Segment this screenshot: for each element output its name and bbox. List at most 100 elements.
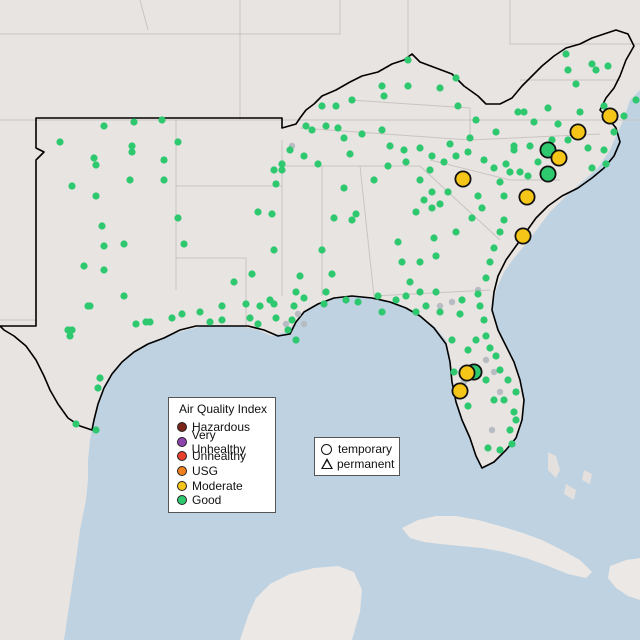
good-monitor-dot[interactable] (92, 192, 100, 200)
good-monitor-dot[interactable] (446, 140, 454, 148)
good-monitor-dot[interactable] (486, 258, 494, 266)
good-monitor-dot[interactable] (354, 298, 362, 306)
good-monitor-dot[interactable] (482, 274, 490, 282)
good-monitor-dot[interactable] (500, 192, 508, 200)
good-monitor-dot[interactable] (484, 444, 492, 452)
good-monitor-dot[interactable] (420, 196, 428, 204)
good-monitor-dot[interactable] (416, 176, 424, 184)
good-monitor-dot[interactable] (602, 160, 610, 168)
good-monitor-dot[interactable] (174, 214, 182, 222)
moderate-temporary-monitor[interactable] (454, 170, 472, 188)
good-monitor-dot[interactable] (292, 288, 300, 296)
good-monitor-dot[interactable] (348, 216, 356, 224)
good-monitor-dot[interactable] (500, 396, 508, 404)
good-monitor-dot[interactable] (436, 84, 444, 92)
good-monitor-dot[interactable] (318, 102, 326, 110)
good-monitor-dot[interactable] (130, 118, 138, 126)
good-monitor-dot[interactable] (242, 300, 250, 308)
good-monitor-dot[interactable] (296, 272, 304, 280)
good-monitor-dot[interactable] (474, 290, 482, 298)
good-monitor-dot[interactable] (300, 294, 308, 302)
good-monitor-dot[interactable] (506, 426, 514, 434)
good-monitor-dot[interactable] (432, 252, 440, 260)
permanent-monitor-dot[interactable] (436, 302, 444, 310)
good-monitor-dot[interactable] (480, 316, 488, 324)
good-monitor-dot[interactable] (272, 180, 280, 188)
good-monitor-dot[interactable] (456, 310, 464, 318)
good-monitor-dot[interactable] (392, 296, 400, 304)
good-monitor-dot[interactable] (490, 244, 498, 252)
good-monitor-dot[interactable] (84, 302, 92, 310)
good-monitor-dot[interactable] (610, 128, 618, 136)
good-monitor-dot[interactable] (256, 302, 264, 310)
good-monitor-dot[interactable] (510, 142, 518, 150)
good-monitor-dot[interactable] (452, 74, 460, 82)
good-monitor-dot[interactable] (454, 102, 462, 110)
moderate-temporary-monitor[interactable] (569, 123, 587, 141)
good-monitor-dot[interactable] (588, 60, 596, 68)
good-monitor-dot[interactable] (464, 402, 472, 410)
good-monitor-dot[interactable] (572, 80, 580, 88)
good-monitor-dot[interactable] (404, 82, 412, 90)
good-monitor-dot[interactable] (160, 176, 168, 184)
good-monitor-dot[interactable] (358, 130, 366, 138)
good-monitor-dot[interactable] (468, 214, 476, 222)
good-monitor-dot[interactable] (564, 66, 572, 74)
good-monitor-dot[interactable] (504, 376, 512, 384)
good-monitor-dot[interactable] (544, 104, 552, 112)
good-monitor-dot[interactable] (520, 108, 528, 116)
good-monitor-dot[interactable] (126, 176, 134, 184)
good-monitor-dot[interactable] (90, 154, 98, 162)
good-monitor-dot[interactable] (72, 420, 80, 428)
moderate-temporary-monitor[interactable] (514, 227, 532, 245)
good-monitor-dot[interactable] (400, 146, 408, 154)
good-monitor-dot[interactable] (100, 266, 108, 274)
good-monitor-dot[interactable] (332, 102, 340, 110)
good-monitor-dot[interactable] (474, 192, 482, 200)
good-monitor-dot[interactable] (340, 134, 348, 142)
good-monitor-dot[interactable] (370, 176, 378, 184)
good-monitor-dot[interactable] (318, 246, 326, 254)
good-monitor-dot[interactable] (496, 228, 504, 236)
good-monitor-dot[interactable] (340, 184, 348, 192)
good-monitor-dot[interactable] (380, 92, 388, 100)
good-monitor-dot[interactable] (492, 128, 500, 136)
good-monitor-dot[interactable] (482, 376, 490, 384)
good-monitor-dot[interactable] (440, 158, 448, 166)
good-monitor-dot[interactable] (482, 332, 490, 340)
good-monitor-dot[interactable] (174, 138, 182, 146)
good-monitor-dot[interactable] (206, 318, 214, 326)
good-monitor-dot[interactable] (472, 336, 480, 344)
good-monitor-dot[interactable] (394, 238, 402, 246)
good-monitor-dot[interactable] (334, 124, 342, 132)
good-monitor-dot[interactable] (464, 346, 472, 354)
good-monitor-dot[interactable] (128, 142, 136, 150)
good-monitor-dot[interactable] (436, 308, 444, 316)
good-monitor-dot[interactable] (526, 142, 534, 150)
good-monitor-dot[interactable] (588, 164, 596, 172)
good-monitor-dot[interactable] (218, 316, 226, 324)
good-monitor-dot[interactable] (196, 308, 204, 316)
good-monitor-dot[interactable] (266, 296, 274, 304)
good-monitor-dot[interactable] (254, 320, 262, 328)
good-monitor-dot[interactable] (302, 122, 310, 130)
good-monitor-dot[interactable] (120, 240, 128, 248)
good-monitor-dot[interactable] (500, 216, 508, 224)
good-monitor-dot[interactable] (412, 208, 420, 216)
moderate-temporary-monitor[interactable] (601, 107, 619, 125)
good-monitor-dot[interactable] (94, 384, 102, 392)
good-monitor-dot[interactable] (254, 208, 262, 216)
good-monitor-dot[interactable] (444, 188, 452, 196)
good-monitor-dot[interactable] (514, 108, 522, 116)
good-monitor-dot[interactable] (100, 122, 108, 130)
good-monitor-dot[interactable] (412, 308, 420, 316)
good-monitor-dot[interactable] (292, 336, 300, 344)
good-monitor-dot[interactable] (564, 136, 572, 144)
good-monitor-dot[interactable] (458, 296, 466, 304)
permanent-monitor-dot[interactable] (282, 320, 290, 328)
good-monitor-dot[interactable] (272, 314, 280, 322)
good-monitor-dot[interactable] (68, 326, 76, 334)
good-monitor-dot[interactable] (246, 314, 254, 322)
good-monitor-dot[interactable] (128, 148, 136, 156)
good-monitor-dot[interactable] (278, 160, 286, 168)
